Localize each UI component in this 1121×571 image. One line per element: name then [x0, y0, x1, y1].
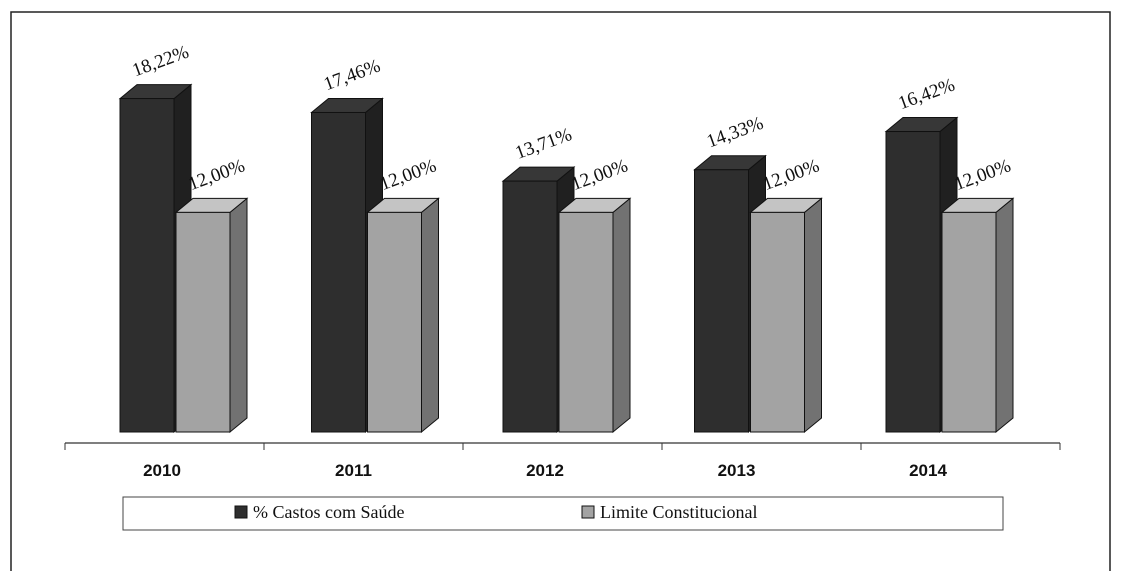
- data-label: 16,42%: [896, 74, 958, 114]
- legend-label: Limite Constitucional: [600, 502, 757, 522]
- data-label: 12,00%: [760, 155, 822, 195]
- bar: [750, 211, 805, 433]
- data-label: 14,33%: [704, 113, 766, 153]
- x-tick-label: 2011: [335, 461, 372, 480]
- data-label: 12,00%: [377, 155, 439, 195]
- data-label: 18,22%: [130, 41, 192, 81]
- bar: [941, 211, 997, 433]
- bar-side: [804, 197, 822, 434]
- bar: [502, 180, 558, 433]
- bar-side: [612, 197, 631, 434]
- x-tick-label: 2013: [718, 461, 756, 480]
- x-tick-label: 2012: [526, 461, 564, 480]
- legend-swatch: [234, 505, 248, 519]
- bar: [119, 98, 175, 433]
- bar: [311, 111, 366, 433]
- data-label: 12,00%: [569, 155, 631, 195]
- legend-label: % Castos com Saúde: [253, 502, 404, 522]
- data-label: 12,00%: [186, 155, 248, 195]
- data-label: 12,00%: [952, 155, 1014, 195]
- bar: [558, 211, 614, 433]
- bar-side: [229, 197, 248, 434]
- bar: [694, 169, 749, 433]
- data-label: 17,46%: [321, 55, 383, 95]
- x-tick-label: 2014: [909, 461, 947, 480]
- legend-swatch: [581, 505, 595, 519]
- bar-side: [421, 197, 439, 434]
- frame: [10, 11, 1111, 571]
- bar-side: [995, 197, 1014, 434]
- bar: [175, 211, 231, 433]
- legend-box: [122, 496, 1004, 531]
- data-label: 13,71%: [513, 124, 575, 164]
- x-tick-label: 2010: [143, 461, 181, 480]
- bar: [885, 131, 941, 433]
- bar: [367, 211, 422, 433]
